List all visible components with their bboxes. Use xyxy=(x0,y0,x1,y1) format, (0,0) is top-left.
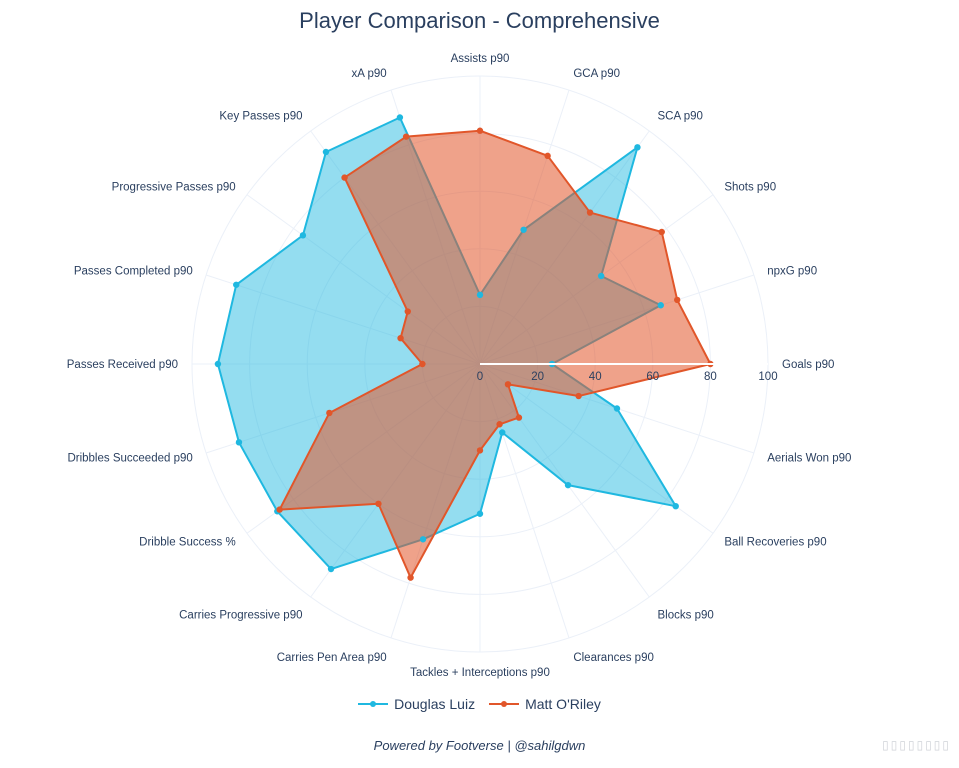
legend-label-douglas-luiz: Douglas Luiz xyxy=(394,696,476,712)
axis-label: Tackles + Interceptions p90 xyxy=(410,667,550,679)
credit-text: Powered by Footverse | @sahilgdwn xyxy=(373,738,586,753)
axis-label: Carries Pen Area p90 xyxy=(277,652,387,664)
data-point-matt-o-riley[interactable] xyxy=(674,296,681,304)
data-point-douglas-luiz[interactable] xyxy=(520,226,527,233)
legend-swatch-douglas-luiz xyxy=(358,699,389,709)
radial-tick-label: 20 xyxy=(531,371,544,383)
data-point-douglas-luiz[interactable] xyxy=(419,536,427,543)
data-point-douglas-luiz[interactable] xyxy=(657,302,664,309)
axis-label: Key Passes p90 xyxy=(219,111,302,123)
axis-label: Shots p90 xyxy=(724,181,776,193)
data-point-matt-o-riley[interactable] xyxy=(402,133,410,140)
axis-label: Progressive Passes p90 xyxy=(112,181,236,193)
legend-item-douglas-luiz[interactable]: Douglas Luiz xyxy=(358,696,475,712)
axis-label: Clearances p90 xyxy=(573,652,654,664)
data-point-matt-o-riley[interactable] xyxy=(575,392,582,400)
data-point-douglas-luiz[interactable] xyxy=(322,148,330,156)
axis-label: Dribbles Succeeded p90 xyxy=(67,452,192,464)
radial-tick-label: 100 xyxy=(758,371,777,383)
data-point-douglas-luiz[interactable] xyxy=(613,405,621,412)
data-point-douglas-luiz[interactable] xyxy=(235,439,243,446)
data-point-matt-o-riley[interactable] xyxy=(341,174,348,181)
data-point-matt-o-riley[interactable] xyxy=(326,409,333,417)
axis-labels: Goals p90 npxG p90 Shots p90 SCA p90 GCA p90… xyxy=(67,53,852,679)
data-point-matt-o-riley[interactable] xyxy=(658,228,665,236)
radial-tick-label: 40 xyxy=(589,371,602,383)
radial-ticks: 0 20 40 60 80 100 xyxy=(477,363,778,383)
data-point-matt-o-riley[interactable] xyxy=(544,152,551,160)
radial-tick-label: 80 xyxy=(704,371,717,383)
axis-label: npxG p90 xyxy=(767,266,817,278)
data-point-douglas-luiz[interactable] xyxy=(476,510,484,517)
data-point-douglas-luiz[interactable] xyxy=(214,360,222,368)
axis-label: Blocks p90 xyxy=(658,609,714,621)
data-point-matt-o-riley[interactable] xyxy=(397,334,404,342)
data-point-douglas-luiz[interactable] xyxy=(564,481,572,489)
radar-series xyxy=(214,114,714,581)
axis-label: xA p90 xyxy=(352,68,387,80)
radial-tick-label: 0 xyxy=(477,371,483,383)
data-point-matt-o-riley[interactable] xyxy=(375,500,382,507)
data-point-matt-o-riley[interactable] xyxy=(586,209,594,216)
axis-label: Passes Received p90 xyxy=(67,359,178,371)
radar-chart: 0 20 40 60 80 100 Goals p90 npxG p90 Shots p90 S… xyxy=(67,53,852,679)
legend-label-matt-oriley: Matt O'Riley xyxy=(525,696,601,712)
data-point-matt-o-riley[interactable] xyxy=(407,574,414,581)
axis-label: Assists p90 xyxy=(451,53,510,65)
axis-label: SCA p90 xyxy=(658,111,703,123)
legend-item-matt-oriley[interactable]: Matt O'Riley xyxy=(489,696,601,712)
data-point-douglas-luiz[interactable] xyxy=(597,272,605,280)
brand-watermark: ▯▯▯▯▯▯▯▯ xyxy=(882,738,951,752)
data-point-matt-o-riley[interactable] xyxy=(419,360,426,368)
axis-label: GCA p90 xyxy=(573,68,620,80)
data-point-matt-o-riley[interactable] xyxy=(276,506,283,513)
axis-label: Dribble Success % xyxy=(139,537,236,549)
data-point-douglas-luiz[interactable] xyxy=(634,144,641,151)
data-point-douglas-luiz[interactable] xyxy=(672,502,679,510)
radial-tick-label: 60 xyxy=(646,371,659,383)
data-point-douglas-luiz[interactable] xyxy=(233,281,240,288)
data-point-matt-o-riley[interactable] xyxy=(404,308,411,315)
data-point-matt-o-riley[interactable] xyxy=(476,127,484,134)
legend-swatch-matt-oriley xyxy=(489,699,520,709)
data-point-matt-o-riley[interactable] xyxy=(496,421,503,428)
chart-title: Player Comparison - Comprehensive xyxy=(299,8,660,33)
data-point-douglas-luiz[interactable] xyxy=(499,429,506,436)
axis-label: Ball Recoveries p90 xyxy=(724,537,826,549)
data-point-matt-o-riley[interactable] xyxy=(515,414,523,421)
axis-label: Carries Progressive p90 xyxy=(179,609,302,621)
axis-label: Aerials Won p90 xyxy=(767,452,851,464)
data-point-douglas-luiz[interactable] xyxy=(396,114,404,121)
data-point-matt-o-riley[interactable] xyxy=(504,381,512,388)
data-point-douglas-luiz[interactable] xyxy=(327,565,335,573)
axis-label: Passes Completed p90 xyxy=(74,266,193,278)
data-point-douglas-luiz[interactable] xyxy=(299,232,307,239)
data-point-douglas-luiz[interactable] xyxy=(476,291,484,299)
data-point-matt-o-riley[interactable] xyxy=(476,447,484,454)
axis-label: Goals p90 xyxy=(782,359,834,371)
legend: Douglas Luiz Matt O'Riley xyxy=(0,696,959,712)
